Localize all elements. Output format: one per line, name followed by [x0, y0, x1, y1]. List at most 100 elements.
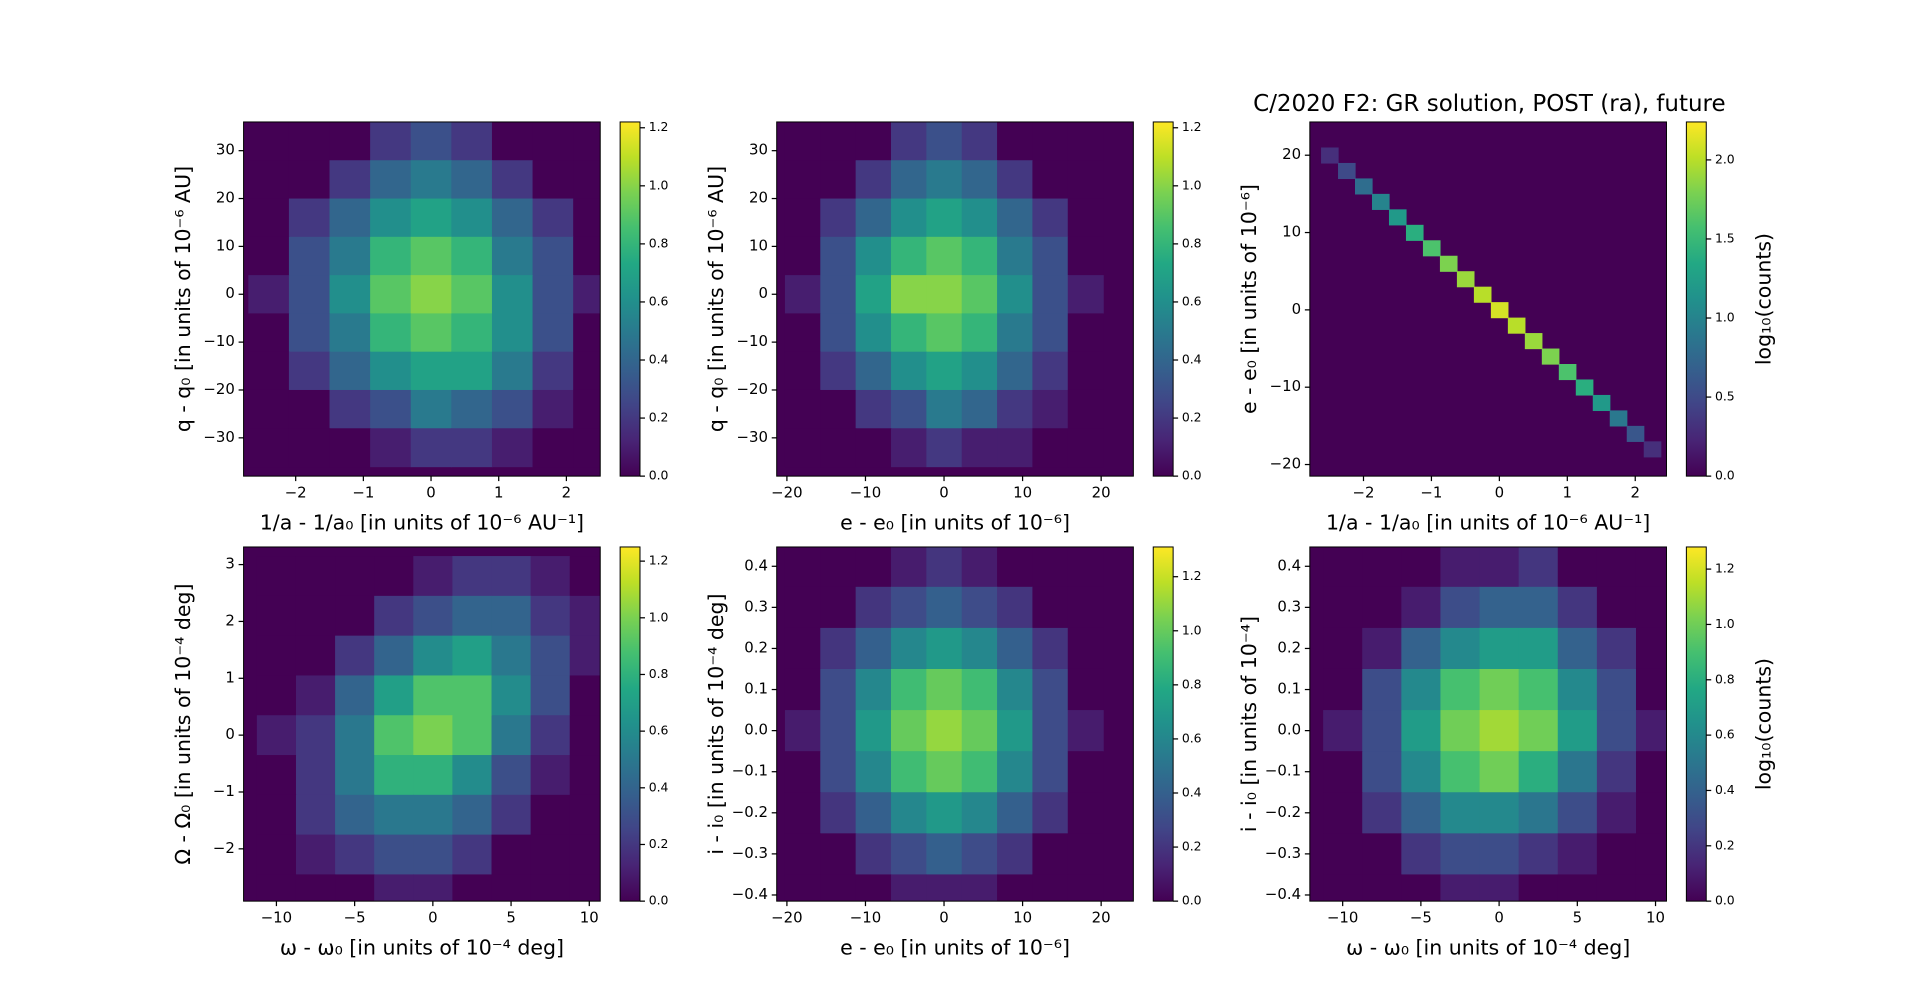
hex-cell [891, 313, 927, 353]
hex-cell [256, 755, 297, 796]
hex-cell [1479, 546, 1520, 588]
hex-cell [1635, 833, 1667, 876]
hex-cell [997, 751, 1034, 793]
hex-cell [288, 160, 331, 200]
hex-cell [530, 635, 571, 677]
hex-cell [926, 710, 963, 752]
hex-cell [855, 389, 892, 429]
hex-cell [452, 595, 493, 637]
colorbar-tick-label: 0.8 [1182, 235, 1202, 250]
y-tick-label: 0.1 [744, 680, 768, 698]
hex-cell [256, 556, 297, 597]
hex-cell [784, 313, 821, 353]
hex-cell [784, 833, 821, 876]
hex-cell [1507, 317, 1526, 334]
hex-cell [532, 428, 574, 468]
hex-cell [997, 160, 1034, 200]
hex-cell [1067, 627, 1104, 670]
hex-cell [1032, 792, 1069, 834]
hex-cell [256, 675, 297, 716]
hex-cell [1518, 751, 1559, 793]
y-axis-label: i - i₀ [in units of 10⁻⁴ deg] [704, 593, 728, 854]
hex-cell [1067, 874, 1104, 902]
colorbar-tick-label: 0.5 [1715, 389, 1735, 404]
colorbar-tick-label: 1.0 [649, 609, 669, 624]
y-tick-label: 3 [225, 555, 234, 573]
y-tick-label: −0.2 [732, 803, 768, 821]
hex-cell [784, 428, 821, 468]
hex-cell [329, 428, 371, 468]
hex-cell [1067, 428, 1104, 468]
hex-cell [374, 635, 414, 677]
hex-cell [374, 874, 414, 902]
hex-cell [532, 389, 574, 429]
hex-cell [961, 546, 998, 588]
hex-cell [288, 313, 331, 353]
hex-cell [370, 275, 412, 315]
hex-cell [335, 715, 375, 756]
hex-cell [891, 275, 927, 315]
hex-cell [891, 351, 927, 391]
y-tick-label: 0.1 [1277, 680, 1301, 698]
hex-cell [784, 236, 821, 276]
colorbar-tick-label: 1.0 [1715, 616, 1735, 631]
hex-cell [295, 755, 336, 796]
hex-cell [1596, 874, 1637, 902]
hex-cell [891, 121, 927, 161]
hex-cell [410, 160, 452, 200]
hex-cell [784, 627, 821, 670]
hex-cell [1635, 751, 1667, 793]
hex-cell [891, 668, 927, 711]
hex-cell [1067, 833, 1104, 876]
axes-frame [1309, 121, 1667, 477]
hex-cell [1323, 833, 1363, 876]
hex-cell [1440, 833, 1481, 876]
hex-cell [1518, 546, 1559, 588]
hex-cell [248, 351, 290, 391]
hex-cell [288, 275, 331, 315]
y-axis-label: Ω - Ω₀ [in units of 10⁻⁴ deg] [171, 583, 195, 864]
x-tick-label: −20 [771, 484, 802, 502]
hex-cell [820, 627, 857, 670]
hex-cell [1401, 792, 1442, 834]
hex-cell [1032, 275, 1069, 315]
hex-cell [820, 351, 857, 391]
hex-cell [1558, 364, 1577, 381]
colorbar [1152, 546, 1174, 902]
hex-cell [891, 833, 927, 876]
hex-cell [855, 751, 892, 793]
hex-cell [926, 792, 963, 834]
hex-cell [1032, 160, 1069, 200]
hex-cell [1541, 348, 1560, 365]
y-tick-label: 0 [225, 284, 234, 302]
hex-cell [573, 389, 601, 429]
hex-cell [1338, 162, 1356, 180]
hex-cell [1440, 874, 1481, 902]
hex-cell [1362, 710, 1402, 752]
hex-cell [784, 351, 821, 391]
hex-cell [1323, 627, 1363, 670]
hex-cell [961, 236, 998, 276]
hex-cell [532, 275, 574, 315]
x-tick-label: −10 [850, 909, 881, 927]
colorbar-tick-label: 1.0 [1182, 177, 1202, 192]
hex-cell [1557, 833, 1598, 876]
hex-cell [491, 236, 534, 276]
hex-cell [491, 351, 534, 391]
hex-cell [413, 834, 454, 876]
colorbar-label: log₁₀(counts) [1752, 658, 1776, 790]
hex-cell [569, 556, 601, 597]
hex-cell [1479, 833, 1520, 876]
x-tick-label: 0 [939, 484, 948, 502]
x-tick-label: 0 [1495, 484, 1504, 502]
x-tick-label: 0 [428, 909, 437, 927]
hex-cell [997, 236, 1034, 276]
y-tick-label: −0.4 [1265, 885, 1301, 903]
y-tick-label: 10 [749, 236, 768, 254]
hex-cell [1362, 668, 1402, 711]
hex-cell [855, 351, 892, 391]
hex-cell [961, 627, 998, 670]
colorbar-tick-label: 0.8 [649, 235, 669, 250]
hex-cell [329, 351, 371, 391]
hex-cell [1456, 271, 1475, 288]
